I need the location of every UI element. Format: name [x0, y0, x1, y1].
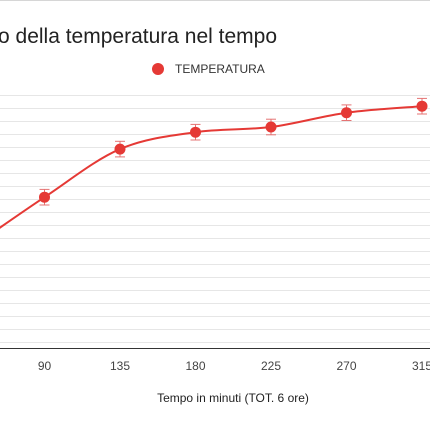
gridlines [0, 95, 430, 343]
data-point[interactable] [190, 126, 201, 138]
legend[interactable]: TEMPERATURA [152, 62, 265, 76]
data-point[interactable] [416, 100, 428, 112]
x-axis-ticks: 90 135 180 225 270 315 [38, 359, 430, 373]
data-point[interactable] [265, 121, 277, 133]
x-tick-label: 180 [185, 359, 205, 373]
chart-title: o della temperatura nel tempo [0, 25, 277, 48]
legend-marker [152, 63, 164, 75]
series-points [39, 100, 428, 203]
x-tick-label: 270 [336, 359, 356, 373]
data-point[interactable] [39, 191, 50, 203]
legend-label: TEMPERATURA [175, 62, 265, 76]
x-tick-label: 135 [110, 359, 130, 373]
x-tick-label: 225 [261, 359, 281, 373]
data-point[interactable] [341, 107, 352, 119]
x-tick-label: 90 [38, 359, 52, 373]
x-tick-label: 315 [412, 359, 430, 373]
data-point[interactable] [114, 143, 126, 155]
x-axis-title: Tempo in minuti (TOT. 6 ore) [157, 391, 309, 405]
